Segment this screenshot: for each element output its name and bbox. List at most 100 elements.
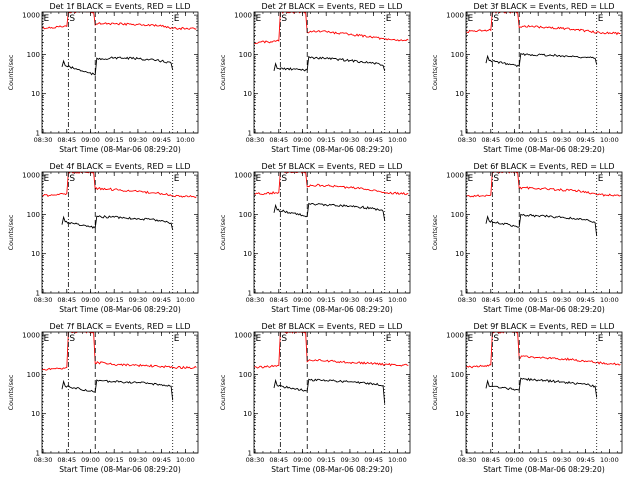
y-tick-label: 100 xyxy=(239,51,252,59)
y-tick-label: 1 xyxy=(248,290,252,298)
x-axis-label: Start Time (08-Mar-06 08:29:20) xyxy=(59,465,181,474)
events-rate-line xyxy=(61,215,174,231)
events-rate-line xyxy=(485,377,598,398)
x-tick-label: 09:15 xyxy=(105,296,124,304)
x-tick-label: 08:45 xyxy=(481,296,500,304)
x-tick-label: 09:15 xyxy=(529,456,548,464)
plot-frame xyxy=(41,171,199,294)
y-tick-label: 100 xyxy=(27,211,40,219)
chart-title: Det 1f BLACK = Events, RED = LLD xyxy=(49,2,190,11)
y-tick-label: 10 xyxy=(31,410,40,418)
y-tick-label: 1000 xyxy=(446,12,464,20)
time-marker-label: E xyxy=(468,174,474,184)
chart-panel: Det 8f BLACK = Events, RED = LLD Counts/s… xyxy=(219,322,411,474)
x-tick-label: 10:00 xyxy=(388,136,407,144)
x-tick-label: 09:00 xyxy=(81,296,100,304)
x-tick-label: 09:45 xyxy=(152,136,171,144)
chart-panel: Det 2f BLACK = Events, RED = LLD Counts/s… xyxy=(219,2,411,154)
x-tick-label: 09:00 xyxy=(505,296,524,304)
x-tick-label: 09:30 xyxy=(341,136,360,144)
x-tick-label: 09:00 xyxy=(293,136,312,144)
x-tick-label: 09:00 xyxy=(81,136,100,144)
time-marker-label: E xyxy=(598,174,604,184)
chart-title: Det 2f BLACK = Events, RED = LLD xyxy=(261,2,402,11)
y-tick-label: 100 xyxy=(27,371,40,379)
y-tick-label: 100 xyxy=(451,211,464,219)
x-tick-label: 09:15 xyxy=(317,136,336,144)
time-marker-label: E xyxy=(256,334,262,344)
x-tick-label: 09:45 xyxy=(576,136,595,144)
y-tick-label: 1 xyxy=(460,290,464,298)
x-tick-label: 10:00 xyxy=(388,296,407,304)
plot-frame xyxy=(465,171,623,294)
x-tick-label: 09:15 xyxy=(317,456,336,464)
events-rate-line xyxy=(485,213,598,237)
y-tick-label: 1 xyxy=(36,450,40,458)
lld-rate-line xyxy=(42,12,197,31)
x-axis-label: Start Time (08-Mar-06 08:29:20) xyxy=(59,305,181,314)
y-axis-label: Counts/sec xyxy=(431,374,439,410)
time-marker-label: S xyxy=(493,334,499,344)
time-marker-label: S xyxy=(281,334,287,344)
y-tick-label: 1000 xyxy=(446,332,464,340)
chart-title: Det 6f BLACK = Events, RED = LLD xyxy=(473,162,614,171)
x-tick-label: 09:30 xyxy=(341,456,360,464)
x-tick-label: 09:45 xyxy=(152,456,171,464)
y-tick-label: 100 xyxy=(27,51,40,59)
time-marker-label: S xyxy=(493,174,499,184)
x-tick-label: 09:00 xyxy=(505,136,524,144)
time-marker-label: E xyxy=(44,334,50,344)
plot-frame xyxy=(253,331,411,454)
y-tick-label: 1000 xyxy=(446,172,464,180)
time-marker-label: E xyxy=(386,14,392,24)
x-axis-label: Start Time (08-Mar-06 08:29:20) xyxy=(483,145,605,154)
x-tick-label: 10:00 xyxy=(176,136,195,144)
x-tick-label: 09:45 xyxy=(364,296,383,304)
plot-frame xyxy=(465,11,623,134)
y-tick-label: 1 xyxy=(460,130,464,138)
y-tick-label: 1000 xyxy=(234,332,252,340)
lld-rate-line xyxy=(42,172,197,199)
time-marker-label: E xyxy=(256,14,262,24)
y-tick-label: 10 xyxy=(243,250,252,258)
x-tick-label: 09:15 xyxy=(529,296,548,304)
time-marker-label: S xyxy=(69,174,75,184)
plot-frame xyxy=(465,331,623,454)
chart-title: Det 8f BLACK = Events, RED = LLD xyxy=(261,322,402,331)
chart-panel: Det 3f BLACK = Events, RED = LLD Counts/s… xyxy=(431,2,623,154)
x-axis-label: Start Time (08-Mar-06 08:29:20) xyxy=(271,305,393,314)
y-axis-label: Counts/sec xyxy=(7,374,15,410)
y-tick-label: 1000 xyxy=(22,332,40,340)
time-marker-label: S xyxy=(69,14,75,24)
time-marker-label: E xyxy=(386,174,392,184)
y-axis-label: Counts/sec xyxy=(7,54,15,90)
time-marker-label: S xyxy=(281,174,287,184)
time-marker-label: E xyxy=(174,14,180,24)
lld-rate-line xyxy=(254,12,409,44)
plot-frame xyxy=(41,11,199,134)
lld-rate-line xyxy=(254,172,409,196)
events-rate-line xyxy=(273,202,386,221)
x-tick-label: 09:45 xyxy=(364,136,383,144)
y-axis-label: Counts/sec xyxy=(431,214,439,250)
x-tick-label: 08:45 xyxy=(57,456,76,464)
x-tick-label: 08:45 xyxy=(269,456,288,464)
chart-panel: Det 4f BLACK = Events, RED = LLD Counts/s… xyxy=(7,162,199,314)
plot-frame xyxy=(253,171,411,294)
time-marker-label: E xyxy=(468,14,474,24)
x-tick-label: 08:30 xyxy=(246,296,265,304)
time-marker-label: E xyxy=(44,174,50,184)
y-tick-label: 1 xyxy=(36,290,40,298)
y-tick-label: 100 xyxy=(239,371,252,379)
y-axis-label: Counts/sec xyxy=(219,54,227,90)
y-tick-label: 10 xyxy=(243,410,252,418)
y-tick-label: 100 xyxy=(451,51,464,59)
x-axis-label: Start Time (08-Mar-06 08:29:20) xyxy=(271,145,393,154)
x-tick-label: 10:00 xyxy=(176,296,195,304)
chart-title: Det 7f BLACK = Events, RED = LLD xyxy=(49,322,190,331)
x-tick-label: 09:45 xyxy=(576,296,595,304)
y-tick-label: 100 xyxy=(451,371,464,379)
time-marker-label: E xyxy=(386,334,392,344)
x-tick-label: 10:00 xyxy=(600,456,619,464)
